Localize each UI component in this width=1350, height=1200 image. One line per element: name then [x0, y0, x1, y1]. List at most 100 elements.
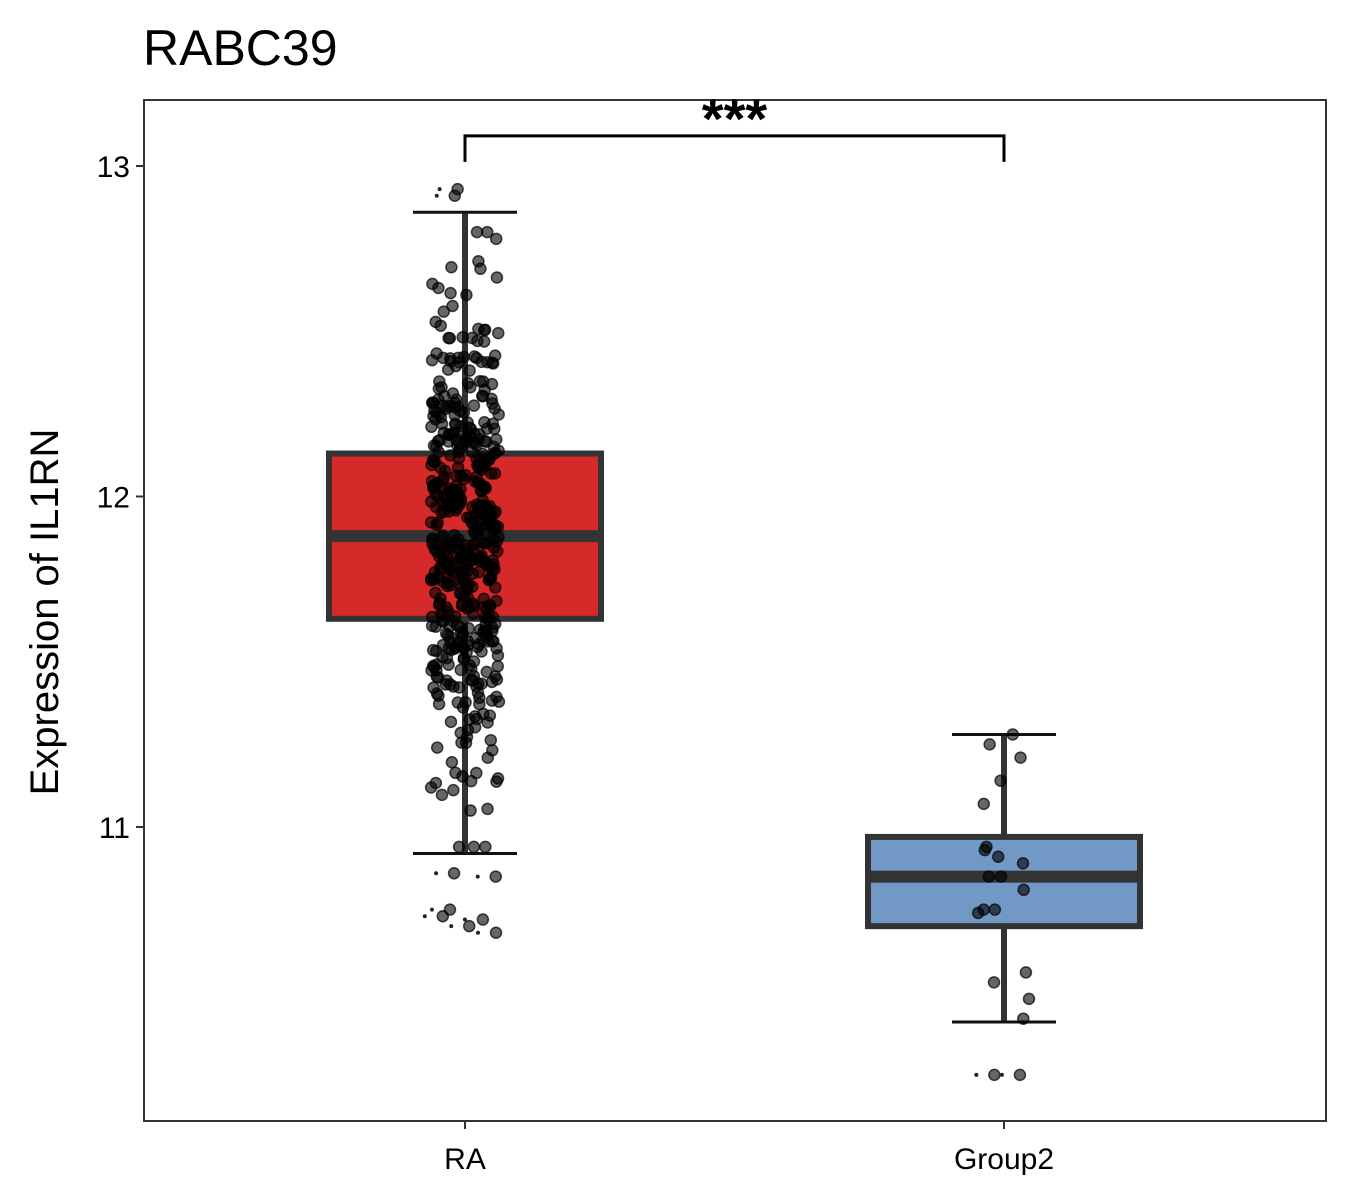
outlier-point: [451, 182, 464, 196]
data-point: [491, 649, 505, 662]
data-point: [441, 629, 455, 642]
data-point: [464, 662, 478, 676]
outlier-dot: [974, 1072, 979, 1077]
data-point: [437, 470, 451, 484]
data-point: [467, 840, 481, 854]
data-point: [470, 225, 484, 239]
outlier-point: [476, 913, 490, 926]
data-point: [977, 797, 991, 811]
data-point: [478, 509, 492, 522]
data-point: [466, 580, 479, 593]
data-point: [455, 736, 468, 749]
data-point: [466, 567, 479, 580]
data-point: [492, 695, 506, 708]
data-point: [478, 383, 491, 397]
data-point: [464, 380, 477, 394]
outlier-dot: [999, 1072, 1004, 1077]
data-point: [486, 744, 499, 757]
data-point: [994, 774, 1007, 787]
data-point: [467, 399, 481, 412]
data-point: [450, 393, 463, 406]
data-point: [484, 733, 498, 747]
data-point: [462, 621, 475, 635]
data-point: [463, 364, 476, 377]
data-point: [470, 438, 483, 452]
data-point: [473, 691, 486, 705]
data-point: [424, 781, 438, 794]
data-point: [440, 493, 453, 506]
data-point: [477, 600, 491, 614]
data-point: [426, 659, 440, 673]
data-point: [444, 286, 457, 300]
data-point: [448, 642, 462, 655]
y-tick-label: 13: [97, 151, 130, 184]
data-point: [457, 652, 471, 666]
data-point: [425, 353, 439, 367]
data-point: [971, 906, 985, 920]
data-point: [436, 615, 450, 628]
data-point: [472, 322, 485, 336]
data-point: [468, 350, 481, 363]
data-point: [437, 305, 451, 318]
data-point: [983, 738, 996, 751]
data-point: [465, 331, 479, 345]
outlier-point: [447, 867, 461, 880]
data-point: [480, 225, 494, 239]
data-point: [987, 976, 1001, 989]
significance-bracket: [463, 134, 1006, 162]
data-point: [432, 445, 445, 459]
data-point: [482, 573, 496, 587]
data-point: [447, 614, 460, 628]
data-point: [438, 389, 451, 403]
data-point: [476, 634, 489, 647]
data-point: [1017, 883, 1030, 897]
data-point: [433, 375, 446, 388]
data-point: [481, 355, 494, 369]
data-point: [444, 715, 458, 729]
data-point: [490, 594, 503, 608]
data-point: [445, 260, 458, 274]
outlier-dot: [434, 871, 439, 876]
data-point: [490, 271, 504, 284]
data-point: [450, 501, 464, 514]
outlier-dot: [437, 187, 442, 192]
outlier-dot: [449, 924, 454, 929]
data-point: [1014, 751, 1027, 764]
data-point: [492, 530, 505, 544]
data-point: [992, 850, 1005, 863]
data-point: [473, 554, 486, 568]
data-point: [1017, 1012, 1030, 1025]
data-point: [446, 299, 459, 313]
outlier-point: [1013, 1068, 1027, 1082]
data-point: [1022, 992, 1036, 1006]
data-point: [473, 428, 486, 441]
data-point: [452, 452, 466, 465]
data-point: [461, 511, 474, 524]
data-point: [450, 469, 463, 483]
data-point: [491, 772, 505, 785]
data-point: [461, 602, 474, 615]
data-point: [491, 520, 505, 533]
outlier-dot: [476, 930, 481, 935]
data-point: [466, 674, 480, 687]
data-point: [429, 644, 443, 658]
data-point: [442, 540, 456, 553]
data-point: [441, 363, 455, 376]
data-point: [448, 408, 462, 422]
y-axis-title: Expression of IL1RN: [23, 429, 67, 796]
data-point: [468, 720, 482, 734]
data-point: [472, 255, 485, 268]
data-point: [492, 444, 505, 458]
data-point: [427, 681, 440, 694]
data-point: [428, 455, 442, 469]
data-point: [469, 527, 482, 540]
significance-label: ***: [702, 87, 768, 150]
data-point: [434, 592, 447, 605]
data-point: [978, 843, 992, 857]
data-point: [1019, 966, 1033, 979]
data-point: [451, 487, 465, 500]
data-point: [1016, 857, 1030, 870]
data-point: [988, 903, 1002, 916]
outlier-dot: [422, 914, 427, 919]
